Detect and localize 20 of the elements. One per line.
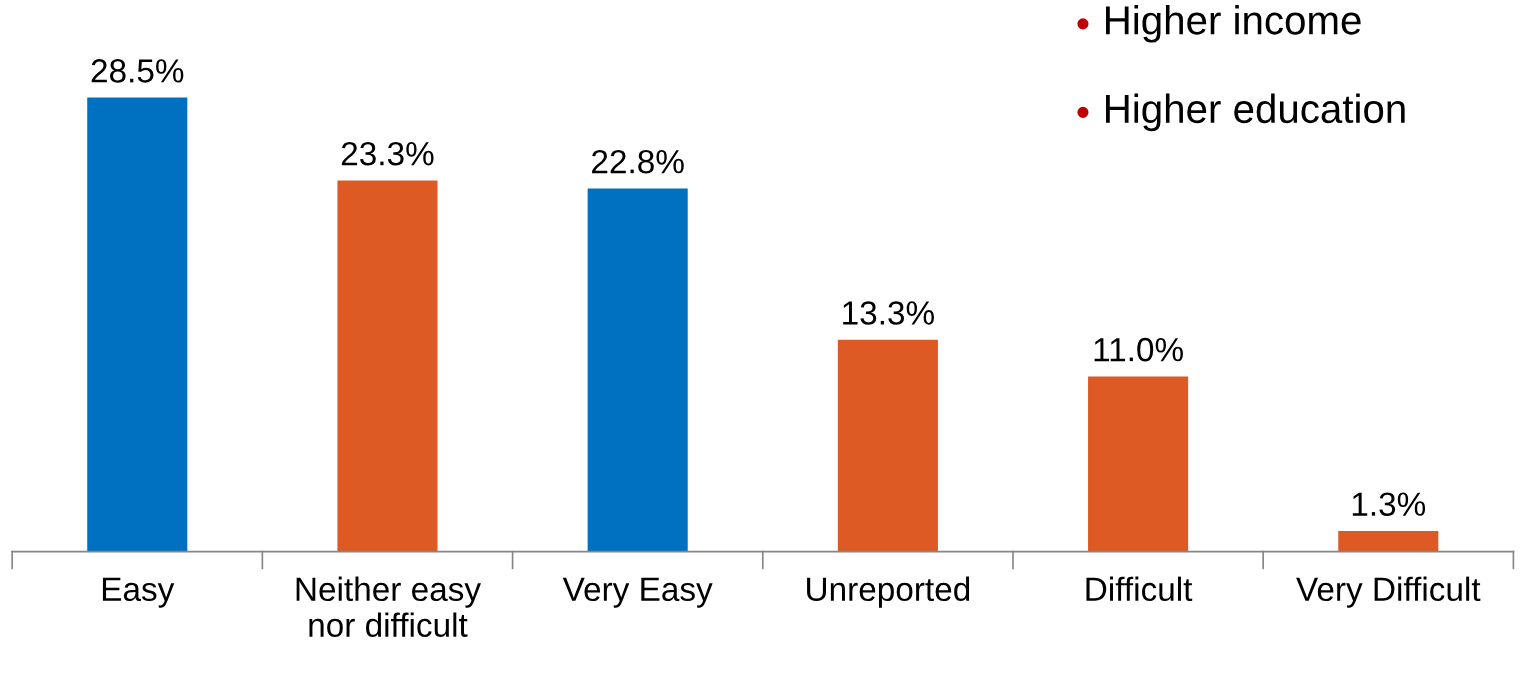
- bar: [837, 339, 938, 552]
- data-label: 22.8%: [592, 149, 684, 174]
- bar: [87, 97, 188, 552]
- x-tick-label: Neither easy nor difficult: [296, 576, 481, 637]
- data-label: 1.3%: [1352, 492, 1426, 516]
- x-tick-label: Difficult: [1086, 576, 1193, 602]
- data-label: 23.3%: [341, 141, 434, 166]
- x-tick-label: Very Difficult: [1296, 576, 1481, 608]
- data-label: 28.5%: [91, 59, 184, 83]
- bar: [587, 188, 688, 552]
- x-tick-label: Easy: [102, 577, 175, 608]
- bar: [1338, 530, 1439, 552]
- data-label: 11.0%: [1094, 337, 1183, 362]
- x-tick-label: Very Easy: [562, 577, 713, 608]
- bar: [1088, 376, 1189, 552]
- x-tick-label: Unreported: [807, 576, 970, 608]
- annotation: Higher education: [1106, 93, 1405, 132]
- bar: [337, 180, 438, 552]
- text: Higher income: [1106, 5, 1361, 43]
- data-label: 13.3%: [843, 301, 934, 325]
